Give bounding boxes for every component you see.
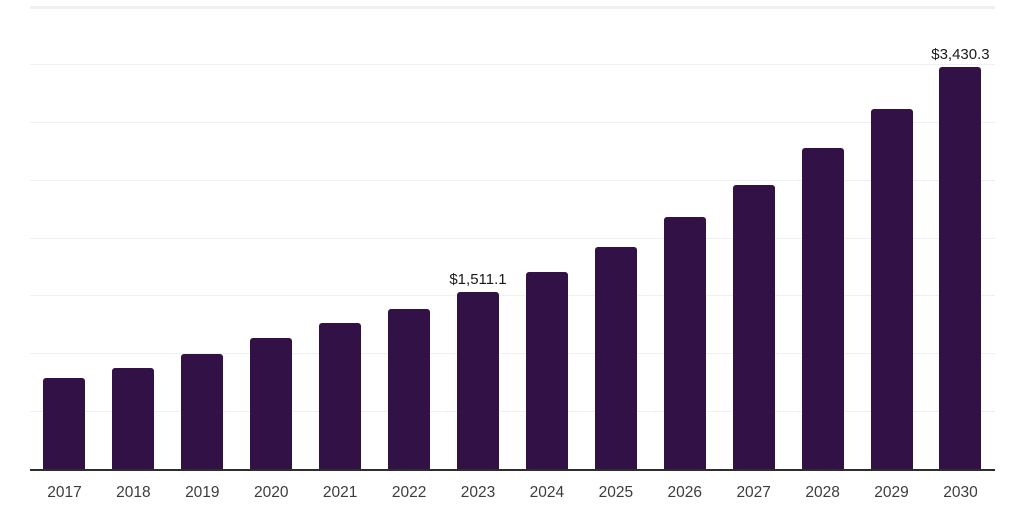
bar-slot-2025: [581, 6, 650, 469]
bar-2025: [594, 246, 637, 469]
bar-slot-2029: [857, 6, 926, 469]
bar-slot-2023: $1,511.1: [444, 6, 513, 469]
x-tick-label-2020: 2020: [253, 484, 289, 501]
gridline: [30, 353, 995, 355]
bar-2027: [732, 184, 775, 469]
x-axis: 2017 2018 2019 2020 2021 2022 2023 2024 2025 2026…: [30, 483, 995, 503]
x-tick-label-2018: 2018: [116, 484, 151, 501]
bar-2017: [43, 377, 86, 469]
bar-slot-2030: $3,430.3: [926, 6, 995, 469]
bar-series: $1,511.1 $3,430.3: [30, 6, 995, 469]
bar-2021: [319, 322, 362, 469]
bar-2018: [112, 367, 155, 469]
gridline: [30, 295, 995, 297]
bar-slot-2026: [650, 6, 719, 469]
gridline: [30, 411, 995, 413]
bar-2020: [250, 337, 293, 469]
bar-slot-2017: [30, 6, 99, 469]
x-tick-label-2027: 2027: [736, 484, 771, 501]
bar-slot-2027: [719, 6, 788, 469]
bar-2030: [939, 66, 982, 469]
gridline: [30, 63, 995, 65]
bar-value-label-2030: $3,430.3: [931, 45, 990, 63]
x-tick-label-2030: 2030: [943, 484, 978, 501]
bar-2029: [870, 109, 913, 469]
gridline: [30, 6, 995, 9]
gridline: [30, 237, 995, 239]
bar-slot-2018: [99, 6, 168, 469]
x-tick-label-2019: 2019: [185, 484, 220, 501]
bar-slot-2021: [306, 6, 375, 469]
bar-2026: [663, 217, 706, 469]
bar-2019: [181, 353, 224, 469]
x-tick-label-2022: 2022: [391, 484, 427, 501]
bar-slot-2019: [168, 6, 237, 469]
x-tick-label-2029: 2029: [874, 484, 909, 501]
bar-2024: [525, 271, 568, 469]
x-tick-label-2025: 2025: [598, 484, 634, 501]
bar-slot-2024: [512, 6, 581, 469]
x-tick-label-2017: 2017: [47, 484, 82, 501]
gridline: [30, 121, 995, 123]
x-tick-label-2024: 2024: [529, 484, 565, 501]
bar-2022: [388, 308, 431, 469]
bar-slot-2028: [788, 6, 857, 469]
gridline: [30, 179, 995, 181]
bar-slot-2020: [237, 6, 306, 469]
bar-value-label-2023: $1,511.1: [449, 270, 507, 288]
x-tick-label-2026: 2026: [667, 484, 702, 501]
bar-2023: [456, 291, 499, 469]
x-tick-label-2021: 2021: [322, 484, 358, 501]
x-tick-label-2028: 2028: [805, 484, 840, 501]
bar-2028: [801, 148, 844, 469]
x-tick-label-2023: 2023: [460, 484, 496, 501]
bar-slot-2022: [375, 6, 444, 469]
plot-area: $1,511.1 $3,430.3: [30, 6, 995, 471]
